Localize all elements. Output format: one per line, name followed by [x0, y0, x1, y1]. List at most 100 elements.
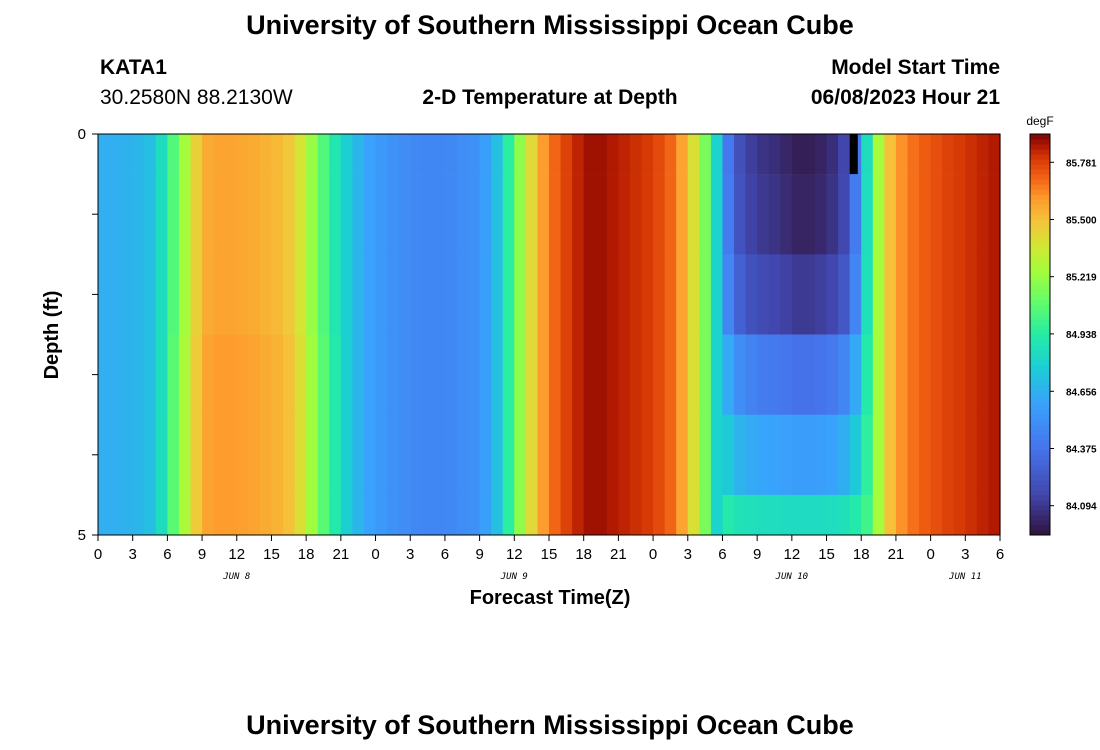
- colorbar-segment: [1030, 424, 1050, 431]
- heat-cell: [699, 134, 712, 175]
- heat-cell: [595, 254, 608, 335]
- heat-cell: [456, 334, 469, 415]
- x-tick-label: 3: [129, 546, 137, 563]
- heat-cell: [109, 494, 122, 536]
- heat-cell: [803, 134, 816, 175]
- chart-title: 2-D Temperature at Depth: [422, 86, 678, 109]
- heat-cell: [375, 254, 388, 335]
- heat-cell: [734, 174, 747, 255]
- heat-cell: [375, 494, 388, 536]
- heat-cell: [109, 334, 122, 415]
- colorbar-segment: [1030, 274, 1050, 280]
- heat-cell: [283, 334, 296, 415]
- heat-cell: [421, 494, 434, 536]
- heat-cell: [502, 174, 515, 255]
- x-tick-label: 6: [996, 546, 1004, 563]
- heat-cell: [444, 414, 458, 496]
- heat-cell: [595, 414, 608, 496]
- heat-cell: [456, 134, 469, 175]
- heat-cell: [861, 174, 874, 255]
- heat-cell: [479, 174, 492, 255]
- colorbar-segment: [1030, 359, 1050, 366]
- colorbar-segment: [1030, 249, 1050, 255]
- heat-cell: [352, 254, 365, 335]
- colorbar-segment: [1030, 449, 1050, 456]
- heat-cell: [271, 494, 284, 536]
- heat-cell: [167, 254, 180, 335]
- heat-cell: [757, 254, 770, 335]
- heat-cell: [872, 174, 885, 255]
- heat-cell: [98, 494, 111, 536]
- colorbar-segment: [1030, 524, 1050, 531]
- heat-cell: [803, 494, 816, 536]
- colorbar-segment: [1030, 444, 1050, 451]
- heat-cell: [363, 134, 377, 175]
- colorbar-segment: [1030, 294, 1050, 300]
- heat-cell: [363, 414, 377, 496]
- colorbar-segment: [1030, 334, 1050, 341]
- heat-cell: [907, 134, 920, 175]
- colorbar-segment: [1030, 299, 1050, 305]
- heat-cell: [710, 174, 724, 255]
- heat-cell: [791, 254, 805, 335]
- heat-cell: [155, 494, 168, 536]
- heat-cell: [965, 414, 978, 496]
- heat-cell: [919, 254, 932, 335]
- heat-cell: [352, 494, 365, 536]
- heat-cell: [306, 494, 319, 536]
- heat-cell: [340, 414, 354, 496]
- heat-cell: [144, 494, 157, 536]
- heat-cell: [884, 494, 897, 536]
- colorbar-segment: [1030, 479, 1050, 486]
- colorbar-segment: [1030, 139, 1050, 145]
- colorbar-segment: [1030, 209, 1050, 215]
- heat-cell: [953, 174, 966, 255]
- heat-cell: [294, 414, 307, 496]
- heat-cell: [606, 334, 619, 415]
- heat-cell: [202, 494, 215, 536]
- heat-cell: [653, 494, 666, 536]
- heat-cell: [699, 494, 712, 536]
- colorbar-segment: [1030, 289, 1050, 295]
- colorbar-segment: [1030, 199, 1050, 205]
- heat-cell: [525, 254, 539, 335]
- heat-cell: [479, 134, 492, 175]
- colorbar-segment: [1030, 184, 1050, 190]
- heat-cell: [98, 174, 111, 255]
- heat-cell: [248, 334, 261, 415]
- heat-cell: [710, 334, 724, 415]
- heat-cell: [502, 414, 515, 496]
- colorbar-segment: [1030, 459, 1050, 466]
- heat-cell: [248, 414, 261, 496]
- heat-cell: [930, 134, 943, 175]
- heat-cell: [537, 254, 550, 335]
- heat-cell: [803, 174, 816, 255]
- colorbar-segment: [1030, 214, 1050, 220]
- colorbar-segment: [1030, 529, 1050, 536]
- heat-cell: [190, 174, 203, 255]
- heat-cell: [780, 254, 793, 335]
- x-tick-label: 18: [298, 546, 315, 563]
- heat-cell: [583, 134, 596, 175]
- heat-cell: [641, 254, 654, 335]
- colorbar-segment: [1030, 439, 1050, 446]
- heat-cell: [421, 414, 434, 496]
- heat-cell: [930, 494, 943, 536]
- heat-cell: [768, 414, 781, 496]
- heat-cell: [444, 494, 458, 536]
- heat-cell: [271, 414, 284, 496]
- colorbar-label: 84.375: [1066, 444, 1097, 455]
- colorbar-segment: [1030, 264, 1050, 270]
- colorbar-segment: [1030, 469, 1050, 476]
- heat-cell: [560, 134, 573, 175]
- heat-cell: [965, 494, 978, 536]
- heat-cell: [537, 414, 550, 496]
- heat-cell: [98, 134, 111, 175]
- colorbar-segment: [1030, 369, 1050, 376]
- heat-cell: [190, 414, 203, 496]
- heat-cell: [549, 134, 562, 175]
- colorbar-segment: [1030, 269, 1050, 275]
- x-tick-label: 12: [506, 546, 523, 563]
- heat-cell: [294, 254, 307, 335]
- heat-cell: [340, 174, 354, 255]
